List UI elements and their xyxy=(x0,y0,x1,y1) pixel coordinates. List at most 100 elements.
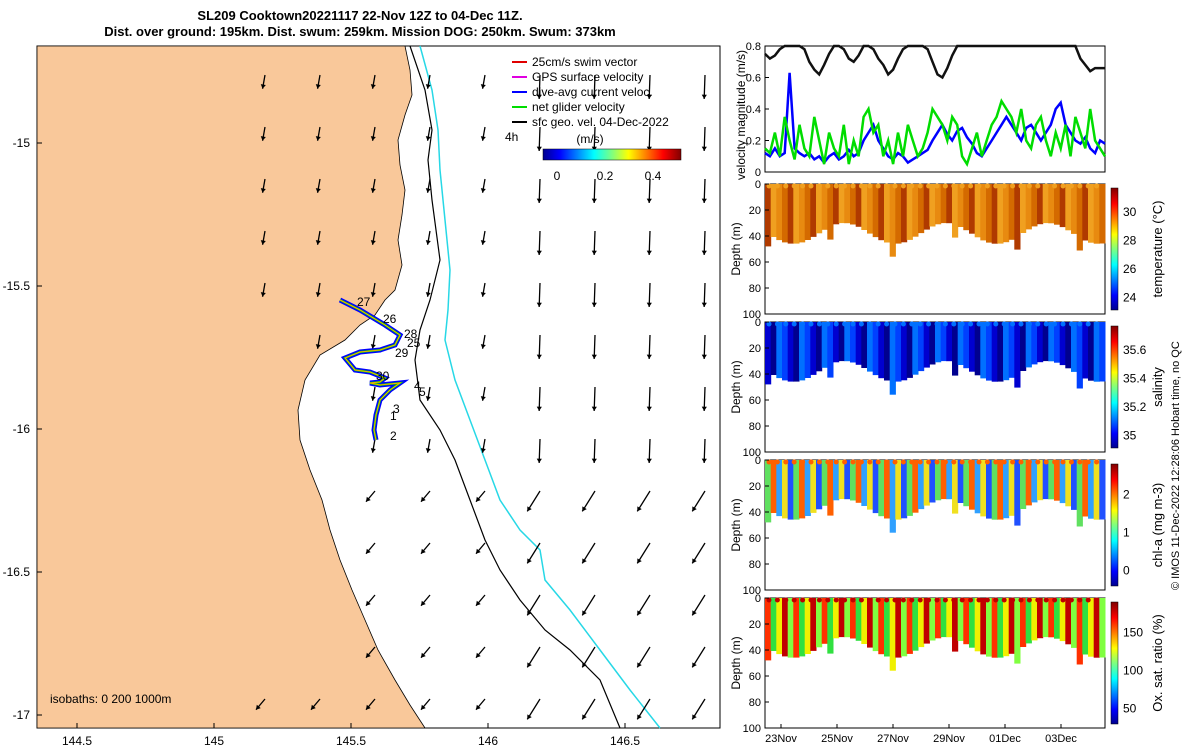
surface-dot xyxy=(909,597,915,603)
surface-dot xyxy=(959,597,965,603)
surface-dot xyxy=(951,183,957,189)
arrow-head xyxy=(527,662,532,668)
arrow-head xyxy=(260,188,266,193)
section-cell xyxy=(804,460,811,516)
arrow-head xyxy=(425,292,431,297)
section-cell xyxy=(1014,598,1021,664)
surface-dot xyxy=(783,183,789,189)
surface-dot xyxy=(816,183,822,189)
velocity-tick-label: 0.6 xyxy=(746,73,761,85)
surface-dot xyxy=(833,183,839,189)
section-cell xyxy=(810,460,817,513)
surface-dot xyxy=(1043,459,1049,465)
section-cell xyxy=(1031,598,1038,641)
surface-dot xyxy=(926,321,932,327)
section-cell xyxy=(1071,322,1078,372)
surface-dot xyxy=(892,183,898,189)
colorbar-tick-label: 0.2 xyxy=(597,169,614,183)
arrow-head xyxy=(366,548,371,554)
arrow-head xyxy=(692,714,697,720)
section-cell xyxy=(878,322,885,379)
lat-tick-label: -17 xyxy=(13,708,31,722)
section-cell xyxy=(1099,184,1106,244)
surface-dot xyxy=(959,321,965,327)
section-cell xyxy=(986,184,993,243)
legend-label: GPS surface velocity xyxy=(532,70,643,84)
colorbar-tick-label: 30 xyxy=(1123,205,1137,219)
arrow-head xyxy=(536,406,542,411)
surface-dot xyxy=(850,183,856,189)
section-cell xyxy=(940,598,947,638)
section-cell xyxy=(1065,598,1072,645)
surface-dot xyxy=(1060,459,1066,465)
arrow-head xyxy=(476,704,481,710)
legend-label: dive-avg current veloc. xyxy=(532,85,653,99)
arrow-head xyxy=(421,704,426,710)
surface-dot xyxy=(850,459,856,465)
section-cell xyxy=(782,184,789,243)
surface-dot xyxy=(993,459,999,465)
surface-dot xyxy=(867,459,873,465)
surface-dot xyxy=(842,183,848,189)
arrow-head xyxy=(692,506,697,512)
section-cell xyxy=(1082,460,1089,517)
depth-tick-label: 40 xyxy=(749,507,761,519)
surface-dot xyxy=(774,321,780,327)
arrow-head xyxy=(701,250,707,255)
section-cell xyxy=(1082,184,1089,241)
arrow-head xyxy=(591,458,597,463)
section-cell xyxy=(895,460,902,520)
section-cell xyxy=(963,322,970,369)
section-cell xyxy=(1093,598,1100,658)
section-cell xyxy=(861,184,868,230)
arrow-head xyxy=(425,240,431,245)
section-cell xyxy=(821,184,828,230)
section-cell xyxy=(929,322,936,365)
section-panel-2: 0 20 40 60 80 100 Depth (m) 35 35.2 35.4 35.6salin… xyxy=(729,317,1165,459)
surface-dot xyxy=(900,183,906,189)
surface-dot xyxy=(766,597,772,603)
section-cell xyxy=(844,184,851,224)
section-cell xyxy=(770,322,777,375)
surface-dot xyxy=(1001,459,1007,465)
surface-dot xyxy=(816,597,822,603)
section-cell xyxy=(1059,184,1066,228)
colorbar-tick-label: 150 xyxy=(1123,626,1143,640)
section-cell xyxy=(895,598,902,658)
section-cell xyxy=(1099,322,1106,382)
section-cell xyxy=(929,184,936,227)
surface-dot xyxy=(1010,321,1016,327)
arrow-head xyxy=(701,354,707,359)
surface-dot xyxy=(993,183,999,189)
section-colorbar xyxy=(1110,187,1119,311)
arrow-head xyxy=(591,406,597,411)
arrow-head xyxy=(646,458,652,463)
section-cell xyxy=(1065,322,1072,369)
section-cell xyxy=(787,598,794,658)
section-cell xyxy=(799,184,806,243)
surface-dot xyxy=(875,597,881,603)
surface-dot xyxy=(892,597,898,603)
section-cell xyxy=(872,322,879,376)
arrow-head xyxy=(476,548,481,554)
arrow-head xyxy=(637,558,642,564)
surface-dot xyxy=(850,597,856,603)
surface-dot xyxy=(951,459,957,465)
surface-dot xyxy=(909,183,915,189)
arrow-head xyxy=(582,558,587,564)
section-cell xyxy=(1025,460,1032,506)
surface-dot xyxy=(926,183,932,189)
surface-dot xyxy=(984,183,990,189)
arrow-head xyxy=(701,458,707,463)
section-cell xyxy=(923,460,930,506)
section-cell xyxy=(923,184,930,230)
surface-dot xyxy=(934,321,940,327)
section-cell xyxy=(1020,460,1027,509)
time-tick-label: 01Dec xyxy=(989,733,1021,745)
section-cell xyxy=(980,184,987,241)
arrow-head xyxy=(370,240,376,245)
arrow-head xyxy=(527,714,532,720)
section-cell xyxy=(861,460,868,506)
